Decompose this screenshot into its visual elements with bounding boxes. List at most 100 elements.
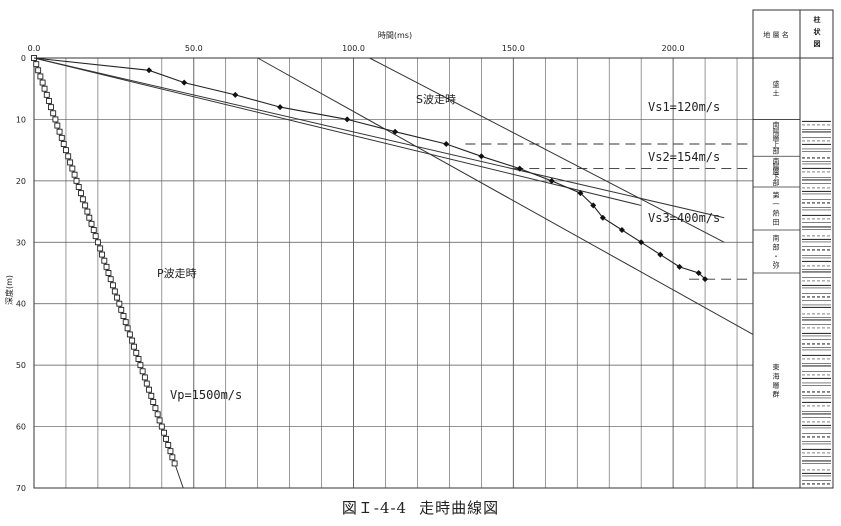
p-wave-point (75, 184, 82, 190)
y-tick-label: 60 (16, 423, 26, 432)
p-wave-point (114, 294, 121, 301)
p-wave-point (169, 454, 176, 461)
s-wave-point (618, 227, 625, 233)
legend-header-name: 地 層 名 (763, 30, 788, 39)
legend-header-column-char: 図 (814, 39, 821, 48)
p-wave-point (116, 300, 123, 307)
y-tick-label: 0 (21, 54, 26, 63)
s-wave-point (516, 165, 523, 172)
p-wave-point (37, 73, 44, 80)
fit-line (33, 57, 642, 206)
s-wave-point (277, 104, 284, 111)
p-wave-point (154, 411, 161, 418)
p-wave-point (135, 356, 142, 362)
fit-line (369, 57, 725, 243)
p-wave-point (86, 214, 93, 221)
p-wave-point (171, 460, 178, 467)
p-wave-point (107, 276, 114, 283)
legend-layer-char: 南 (773, 120, 780, 129)
legend-layer-char: 層 (773, 134, 780, 142)
s-wave-point (702, 276, 709, 283)
s-wave-point (548, 177, 555, 184)
legend-header-column-char: 柱 (814, 15, 821, 24)
data-series (31, 55, 709, 467)
y-tick-label: 40 (16, 300, 26, 309)
legend-layer-char: 田 (773, 219, 780, 227)
figure-caption: 図Ｉ-4-4 走時曲線図 (0, 497, 841, 518)
p-wave-point (163, 435, 169, 442)
p-wave-point (156, 417, 163, 424)
p-wave-point (109, 282, 116, 289)
y-tick-label: 20 (16, 177, 26, 186)
p-wave-point (35, 67, 42, 74)
plot-area (34, 58, 753, 488)
legend-header-column: 柱状図 (814, 15, 822, 48)
s-wave-label: S波走時 (416, 93, 456, 106)
x-tick-label: 200.0 (662, 44, 685, 53)
legend-layer-char: 陽 (773, 127, 780, 136)
p-wave-point (43, 91, 50, 98)
x-tick-label: 0.0 (28, 44, 41, 53)
caption-title: 走時曲線図 (419, 499, 500, 517)
x-tick-label: 50.0 (185, 44, 203, 53)
p-wave-point (103, 263, 110, 270)
p-wave-point (92, 233, 99, 240)
p-wave-point (79, 196, 86, 203)
s-wave-polyline (33, 57, 706, 280)
p-wave-point (143, 380, 150, 387)
legend-layer-char: 南 (773, 156, 780, 165)
p-wave-point (56, 128, 63, 135)
legend-frame (752, 9, 834, 489)
legend-layer-char: 層 (773, 168, 780, 176)
p-wave-point (167, 448, 174, 455)
p-wave-point (105, 270, 112, 276)
p-wave-point (97, 245, 104, 252)
p-wave-point (39, 79, 46, 86)
boring-column-hatch (802, 120, 831, 485)
p-wave-point (47, 104, 54, 111)
p-wave-point (78, 190, 84, 197)
x-tick-label: 150.0 (502, 44, 525, 53)
y-tick-label: 70 (16, 484, 26, 493)
p-wave-point (99, 251, 106, 258)
legend-layer-char: 上 (773, 140, 780, 149)
legend-layer-char: 部 (773, 147, 780, 156)
p-wave-point (118, 306, 125, 313)
p-wave-point (69, 165, 76, 172)
p-wave-point (111, 288, 118, 295)
fit-line (33, 57, 725, 219)
legend-layer-char: 南 (773, 234, 780, 243)
legend-layer-char: 下 (773, 173, 780, 181)
p-wave-point (146, 386, 152, 393)
p-wave-point (52, 116, 59, 123)
p-wave-point (158, 423, 165, 430)
x-axis-label: 時間(ms) (378, 31, 412, 40)
s-wave-point (232, 91, 239, 98)
x-tick-label: 100.0 (342, 44, 365, 53)
p-wave-point (65, 153, 72, 160)
caption-figure-number: 図Ｉ-4-4 (341, 499, 408, 517)
p-wave-point (141, 374, 148, 381)
p-wave-point (137, 362, 144, 369)
p-wave-point (94, 239, 101, 246)
vp-label: Vp=1500m/s (170, 388, 242, 402)
p-wave-point (124, 325, 131, 332)
s-wave-point (392, 128, 399, 135)
p-wave-point (71, 171, 78, 178)
s-wave-point (478, 153, 485, 160)
legend-layer-char: ・ (773, 253, 780, 261)
p-wave-point (60, 141, 67, 147)
s-wave-point (181, 79, 188, 86)
layer-boundary-lines (465, 143, 753, 280)
p-wave-point (161, 429, 168, 436)
s-wave-point (695, 270, 702, 276)
vs2-label: Vs2=154m/s (648, 150, 720, 164)
p-wave-point (148, 392, 155, 399)
legend-layer-char: 弥 (773, 261, 780, 270)
p-wave-point (129, 337, 136, 344)
p-wave-point (82, 202, 89, 209)
legend-layer-char: 東 (773, 363, 780, 372)
legend-layer-char: 熱 (773, 209, 780, 218)
